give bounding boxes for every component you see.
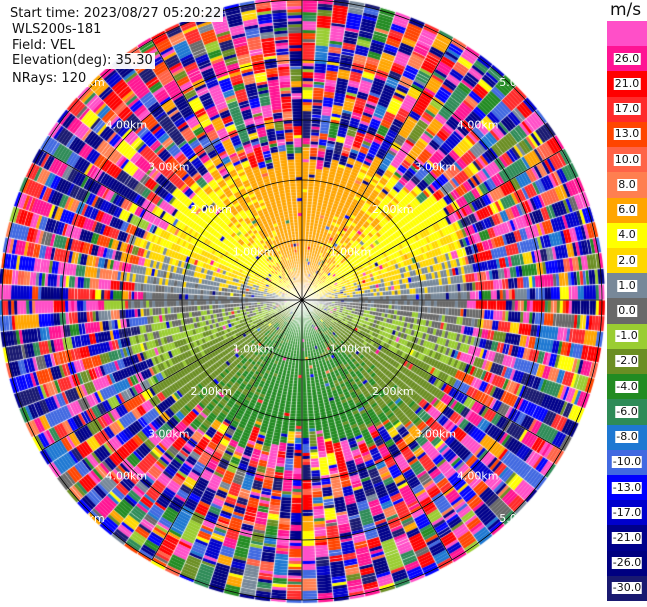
colorbar-tick-label: -2.0 xyxy=(615,354,639,368)
colorbar-tick-label: -10.0 xyxy=(611,455,643,469)
colorbar-tick-label: -1.0 xyxy=(615,329,639,343)
colorbar-bin: 10.0 xyxy=(607,147,647,173)
azimuth-spoke xyxy=(151,299,303,561)
colorbar-tick-label: 0.0 xyxy=(617,304,637,318)
range-ring xyxy=(1,0,603,601)
range-ring-label: 3.00km xyxy=(414,161,456,174)
colorbar-bin: 13.0 xyxy=(607,121,647,148)
colorbar-tick-label: -26.0 xyxy=(611,556,643,570)
start-time-label: Start time: 2023/08/27 05:20:22 xyxy=(8,6,224,22)
range-ring-label: 3.00km xyxy=(414,427,456,440)
colorbar-tick-label: 10.0 xyxy=(613,152,641,166)
range-ring-label: 1.00km xyxy=(233,342,275,355)
colorbar-tick-label: -30.0 xyxy=(611,581,643,595)
colorbar-tick-label: -8.0 xyxy=(615,430,639,444)
colorbar: 26.0 21.0 17.0 13.0 10.0 8.0 6.0 4.0 2.0 1.0 0.0 -1… xyxy=(607,21,647,602)
colorbar-bin: 1.0 xyxy=(607,273,647,299)
colorbar-tick-label: 8.0 xyxy=(617,177,637,191)
range-ring-label: 4.00km xyxy=(106,470,148,483)
azimuth-spoke xyxy=(41,149,303,301)
colorbar-tick-label: 6.0 xyxy=(617,203,637,217)
colorbar-bin: -17.0 xyxy=(607,500,647,526)
azimuth-spoke xyxy=(151,39,303,301)
range-ring-label: 3.00km xyxy=(148,427,190,440)
colorbar-tick-label: 2.0 xyxy=(617,253,637,267)
azimuth-spoke xyxy=(301,299,563,451)
colorbar-bin: 2.0 xyxy=(607,247,647,274)
range-ring-label: 2.00km xyxy=(372,203,414,216)
range-ring-label: 2.00km xyxy=(372,385,414,398)
colorbar-bin: 6.0 xyxy=(607,197,647,223)
range-ring-label: 4.00km xyxy=(457,470,499,483)
range-ring-label: 1.00km xyxy=(330,342,372,355)
field-label: Field: VEL xyxy=(10,38,77,54)
elevation-label: Elevation(deg): 35.30 xyxy=(10,53,155,69)
colorbar-bin: -4.0 xyxy=(607,374,647,400)
range-ring-overlay: 1.00km 1.00km 1.00km 1.00km 2.00km 2.00km 2.00… xyxy=(1,0,603,601)
nrays-label: NRays: 120 xyxy=(10,71,89,87)
range-ring xyxy=(241,239,363,361)
range-ring-label: 5.00km xyxy=(63,512,105,525)
range-ring xyxy=(181,179,423,421)
colorbar-tick-label: -17.0 xyxy=(611,505,643,519)
colorbar-bin: -10.0 xyxy=(607,449,647,475)
azimuth-spoke xyxy=(41,299,303,451)
colorbar-tick-label: 4.0 xyxy=(617,228,637,242)
colorbar-bin: 4.0 xyxy=(607,222,647,248)
colorbar-tick-label: -6.0 xyxy=(615,404,639,418)
colorbar-unit: m/s xyxy=(610,0,642,20)
colorbar-bin: -6.0 xyxy=(607,399,647,425)
azimuth-spoke xyxy=(301,39,453,301)
range-ring-label: 4.00km xyxy=(457,118,499,131)
colorbar-bin: 26.0 xyxy=(607,46,647,72)
range-ring-label: 5.00km xyxy=(499,76,541,89)
colorbar-tick-label: -13.0 xyxy=(611,480,643,494)
colorbar-tick-label: 13.0 xyxy=(613,127,641,141)
range-ring-label: 3.00km xyxy=(148,161,190,174)
colorbar-bin: -13.0 xyxy=(607,474,647,501)
colorbar-bin: -30.0 xyxy=(607,575,647,602)
colorbar-tick-label: 17.0 xyxy=(613,102,641,116)
colorbar-bin: 17.0 xyxy=(607,96,647,122)
colorbar-tick-label: 21.0 xyxy=(613,77,641,91)
colorbar-bin: 21.0 xyxy=(607,71,647,97)
colorbar-bin: -21.0 xyxy=(607,525,647,551)
colorbar-tick-label: 26.0 xyxy=(613,51,641,65)
range-ring-label: 1.00km xyxy=(330,246,372,259)
range-ring xyxy=(61,59,543,541)
instrument-label: WLS200s-181 xyxy=(10,22,104,38)
azimuth-spoke xyxy=(301,299,453,561)
velocity-ppi-field xyxy=(0,0,607,607)
colorbar-bin: -26.0 xyxy=(607,550,647,576)
colorbar-bin: -2.0 xyxy=(607,348,647,375)
colorbar-bin: 0.0 xyxy=(607,298,647,324)
colorbar-bin: 8.0 xyxy=(607,172,647,198)
azimuth-spoke xyxy=(301,149,563,301)
range-ring xyxy=(121,119,483,481)
colorbar-bin xyxy=(607,21,647,47)
colorbar-bin: -8.0 xyxy=(607,424,647,450)
colorbar-tick-label: -4.0 xyxy=(615,379,639,393)
colorbar-tick-label: 1.0 xyxy=(617,278,637,292)
range-ring-label: 2.00km xyxy=(190,203,232,216)
colorbar-bin: -1.0 xyxy=(607,323,647,349)
range-ring-label: 1.00km xyxy=(233,246,275,259)
range-ring-label: 2.00km xyxy=(190,385,232,398)
range-ring-label: 5.00km xyxy=(499,512,541,525)
range-ring-label: 4.00km xyxy=(106,118,148,131)
colorbar-tick-label: -21.0 xyxy=(611,530,643,544)
